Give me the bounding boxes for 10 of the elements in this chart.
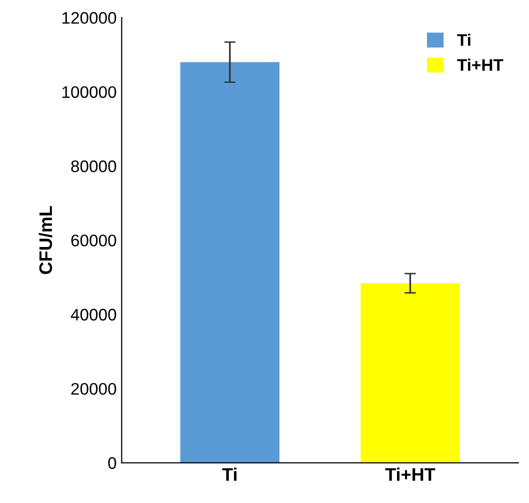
legend-label: Ti+HT <box>457 58 504 71</box>
y-tick-label: 120000 <box>62 12 116 24</box>
y-tick-label: 60000 <box>71 234 116 246</box>
y-tick-label: 80000 <box>71 160 116 172</box>
y-tick-label: 20000 <box>71 382 116 395</box>
y-axis-title: CFU/mL <box>38 206 52 274</box>
legend-label: Ti <box>457 34 470 46</box>
y-tick-label: 40000 <box>70 308 116 321</box>
y-tick-label: 0 <box>108 457 116 469</box>
y-tick-label: 100000 <box>62 86 116 98</box>
